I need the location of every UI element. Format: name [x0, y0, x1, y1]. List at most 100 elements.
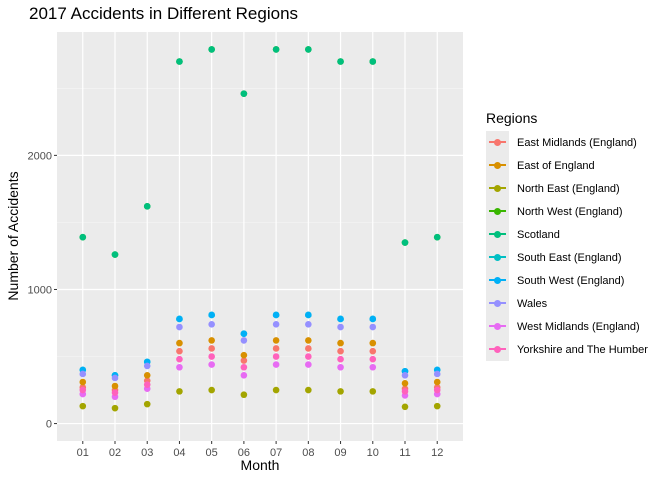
- data-point-wales: [79, 370, 87, 378]
- data-point-west-midlands-england: [208, 361, 215, 368]
- data-point-yorkshire-and-the-humber: [433, 386, 441, 394]
- legend-item-east-midlands-england: East Midlands (England): [486, 131, 666, 154]
- legend-item-north-west-england: North West (England): [486, 200, 666, 223]
- x-tick-label: 10: [367, 447, 379, 459]
- data-point-east-midlands-england: [369, 347, 377, 355]
- legend-dot: [494, 231, 501, 238]
- data-point-north-east-england: [143, 400, 151, 408]
- x-tick-label: 07: [270, 447, 282, 459]
- data-point-east-of-england: [337, 339, 344, 347]
- legend-key: [486, 177, 509, 200]
- legend-dot: [494, 139, 501, 146]
- data-point-north-east-england: [369, 388, 377, 395]
- data-point-wales: [240, 337, 248, 344]
- legend-label: Yorkshire and The Humber: [517, 343, 648, 356]
- data-point-east-midlands-england: [240, 357, 248, 364]
- legend-label: South East (England): [517, 251, 622, 264]
- data-point-east-of-england: [79, 378, 87, 386]
- data-point-east-of-england: [433, 378, 441, 386]
- data-point-east-midlands-england: [305, 345, 312, 352]
- data-point-wales: [111, 374, 119, 382]
- data-point-east-midlands-england: [176, 347, 183, 355]
- data-point-east-of-england: [143, 371, 151, 379]
- legend-key: [486, 154, 509, 177]
- data-point-scotland: [240, 90, 248, 97]
- legend-title: Regions: [486, 110, 538, 126]
- chart-title: 2017 Accidents in Different Regions: [29, 4, 299, 23]
- legend-dot: [494, 162, 501, 169]
- legend-label: East of England: [517, 159, 595, 172]
- data-point-north-east-england: [176, 388, 183, 395]
- y-tick-label: 2000: [28, 150, 52, 162]
- data-point-scotland: [143, 203, 151, 210]
- data-point-north-east-england: [433, 402, 441, 410]
- grid-minor: [57, 88, 463, 357]
- data-point-west-midlands-england: [305, 361, 312, 368]
- plot-panel-background: [57, 32, 463, 441]
- data-point-east-of-england: [111, 382, 119, 390]
- legend-label: Scotland: [517, 228, 560, 241]
- data-point-wales: [401, 371, 409, 379]
- data-point-south-west-england: [305, 311, 312, 319]
- legend-key: [486, 223, 509, 246]
- legend-item-south-east-england: South East (England): [486, 246, 666, 269]
- legend-item-wales: Wales: [486, 292, 666, 315]
- data-point-yorkshire-and-the-humber: [240, 363, 248, 371]
- legend-dot: [494, 254, 501, 261]
- data-point-north-east-england: [337, 388, 344, 395]
- data-point-wales: [143, 362, 151, 370]
- data-point-scotland: [79, 233, 87, 241]
- legend-item-yorkshire-and-the-humber: Yorkshire and The Humber: [486, 338, 666, 361]
- data-point-south-west-england: [272, 311, 280, 319]
- data-point-east-of-england: [272, 337, 280, 344]
- data-point-yorkshire-and-the-humber: [208, 353, 215, 360]
- data-point-south-west-england: [337, 315, 344, 323]
- legend-item-scotland: Scotland: [486, 223, 666, 246]
- x-tick-label: 12: [431, 447, 443, 459]
- legend-label: South West (England): [517, 274, 625, 287]
- data-point-wales: [369, 323, 377, 331]
- data-point-south-west-england: [208, 311, 215, 319]
- data-point-scotland: [369, 58, 377, 65]
- legend-items: East Midlands (England) East of England No…: [486, 131, 666, 361]
- legend-key: [486, 131, 509, 154]
- grid-major: [57, 32, 463, 441]
- data-point-scotland: [272, 46, 280, 53]
- x-tick-label: 09: [334, 447, 346, 459]
- legend-label: East Midlands (England): [517, 136, 637, 149]
- legend-label: North West (England): [517, 205, 623, 218]
- x-tick-label: 05: [206, 447, 218, 459]
- legend-label: Wales: [517, 297, 548, 310]
- data-point-west-midlands-england: [272, 361, 280, 368]
- data-point-east-midlands-england: [208, 345, 215, 352]
- legend-dot: [494, 323, 501, 330]
- data-point-wales: [176, 323, 183, 331]
- x-tick-label: 04: [173, 447, 185, 459]
- legend-item-east-of-england: East of England: [486, 154, 666, 177]
- legend-dot: [494, 346, 501, 353]
- data-point-yorkshire-and-the-humber: [401, 388, 409, 395]
- data-point-north-east-england: [305, 386, 312, 394]
- data-point-west-midlands-england: [337, 363, 344, 371]
- data-point-yorkshire-and-the-humber: [143, 381, 151, 388]
- data-point-scotland: [337, 58, 344, 65]
- data-point-east-of-england: [240, 351, 248, 359]
- data-point-scotland: [305, 46, 312, 53]
- data-point-wales: [208, 321, 215, 328]
- data-point-east-of-england: [401, 380, 409, 387]
- data-point-yorkshire-and-the-humber: [337, 355, 344, 363]
- x-tick-label: 01: [77, 447, 89, 459]
- legend-dot: [494, 208, 501, 215]
- data-point-scotland: [111, 251, 119, 258]
- x-tick-label: 02: [109, 447, 121, 459]
- legend-key: [486, 200, 509, 223]
- legend-item-west-midlands-england: West Midlands (England): [486, 315, 666, 338]
- data-point-west-midlands-england: [369, 363, 377, 371]
- y-tick-label: 0: [46, 419, 52, 431]
- x-axis-ticks: 01 02 03 04 05 06 07 08 09 10 11 12: [77, 441, 443, 459]
- x-tick-label: 03: [141, 447, 153, 459]
- legend-key: [486, 315, 509, 338]
- data-point-scotland: [433, 233, 441, 241]
- legend-dot: [494, 277, 501, 284]
